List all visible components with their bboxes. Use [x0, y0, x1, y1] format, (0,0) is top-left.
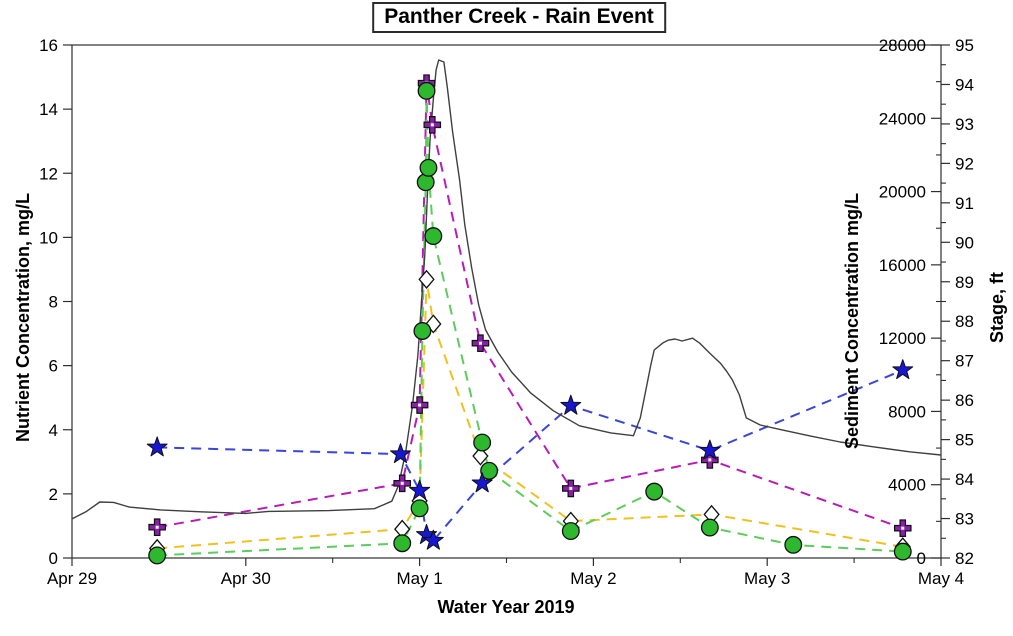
x-tick-label: Apr 29	[47, 569, 97, 588]
sediment-tick-label: 12000	[879, 329, 926, 348]
dashed-line	[157, 369, 904, 543]
stage-tick-label: 91	[955, 194, 974, 213]
stage-tick-label: 87	[955, 352, 974, 371]
nutrient-tick-label: 16	[39, 36, 58, 55]
x-tick-label: Apr 30	[221, 569, 271, 588]
green-circle-marker	[416, 173, 435, 192]
stage-tick-label: 89	[955, 273, 974, 292]
plot-frame	[71, 44, 942, 559]
stage-axis-title: Stage, ft	[987, 271, 1007, 343]
cross-center-dot	[155, 525, 159, 529]
series-line-green-circles	[157, 90, 903, 557]
stage-tick-label: 82	[955, 549, 974, 568]
x-tick-label: May 3	[744, 569, 790, 588]
nutrient-tick-label: 2	[49, 485, 58, 504]
sediment-axis: 0 4000 8000 12000 16000 20000 24000 28000	[879, 36, 941, 568]
sediment-axis-title: Sediment Concentration mg/L	[842, 192, 862, 449]
nutrient-tick-label: 8	[49, 293, 58, 312]
chart-title: Panther Creek - Rain Event	[372, 2, 666, 33]
stage-tick-label: 90	[955, 233, 974, 252]
green-circle-marker	[700, 518, 719, 537]
stage-tick-label: 88	[955, 312, 974, 331]
cross-center-dot	[418, 403, 422, 407]
stage-tick-label: 85	[955, 431, 974, 450]
sediment-tick-label: 16000	[879, 256, 926, 275]
green-circle-marker	[393, 534, 412, 553]
blue-star-marker	[471, 472, 493, 493]
green-circle-marker	[645, 482, 664, 501]
stage-tick-label: 86	[955, 391, 974, 410]
nutrient-axis: 0 2 4 6 8 10 12 14 16	[39, 36, 72, 568]
cross-center-dot	[569, 486, 573, 490]
stage-tick-label: 92	[955, 154, 974, 173]
cross-center-dot	[400, 481, 404, 485]
blue-star-marker	[146, 436, 168, 457]
green-circle-marker	[784, 535, 803, 554]
nutrient-tick-label: 6	[49, 357, 58, 376]
series-markers-green-circles	[148, 81, 912, 565]
blue-star-marker	[560, 394, 582, 415]
blue-star-marker	[409, 479, 431, 500]
nutrient-tick-label: 12	[39, 164, 58, 183]
series-stage-line	[71, 59, 942, 520]
sediment-tick-label: 20000	[879, 183, 926, 202]
x-tick-label: May 4	[918, 569, 964, 588]
sediment-tick-label: 4000	[888, 476, 926, 495]
stage-tick-label: 84	[955, 470, 974, 489]
dashed-line	[157, 83, 904, 530]
dashed-line	[157, 279, 903, 550]
stage-tick-label: 83	[955, 510, 974, 529]
x-axis: Apr 29 Apr 30 May 1 May 2 May 3 May 4	[47, 558, 964, 588]
nutrient-tick-label: 10	[39, 228, 58, 247]
x-axis-title: Water Year 2019	[437, 597, 575, 617]
sediment-tick-label: 0	[917, 549, 926, 568]
series-line-white-diamonds	[157, 279, 903, 550]
green-circle-marker	[419, 158, 438, 177]
green-circle-marker	[561, 522, 580, 541]
nutrient-tick-label: 0	[49, 549, 58, 568]
series-markers-blue-stars	[146, 359, 914, 550]
nutrient-tick-label: 4	[49, 421, 58, 440]
green-circle-marker	[417, 81, 436, 100]
nutrient-axis-title: Nutrient Concentration, mg/L	[13, 193, 33, 442]
series-line-purple-crosses	[157, 83, 904, 530]
green-circle-marker	[148, 546, 167, 565]
blue-star-marker	[699, 439, 721, 460]
white-diamond-marker	[418, 269, 435, 289]
sediment-tick-label: 24000	[879, 109, 926, 128]
cross-center-dot	[430, 123, 434, 127]
dashed-line	[157, 90, 903, 557]
x-tick-label: May 2	[570, 569, 616, 588]
x-tick-label: May 1	[396, 569, 442, 588]
green-circle-marker	[424, 227, 443, 246]
blue-star-marker	[390, 443, 411, 464]
stage-tick-label: 94	[955, 75, 974, 94]
stage-axis: 82 83 84 85 86 87 88 89 90 91 92 93 94 95	[941, 36, 974, 568]
nutrient-tick-label: 14	[39, 100, 58, 119]
cross-center-dot	[478, 341, 482, 345]
green-circle-marker	[413, 322, 432, 340]
green-circle-marker	[410, 499, 429, 518]
blue-star-marker	[422, 529, 444, 550]
series-markers-purple-crosses	[148, 74, 912, 537]
green-circle-marker	[473, 433, 492, 452]
series-line-blue-stars	[157, 369, 904, 543]
green-circle-marker	[893, 542, 912, 561]
blue-star-marker	[892, 359, 914, 380]
cross-center-dot	[708, 458, 712, 462]
sediment-tick-label: 28000	[879, 36, 926, 55]
stage-tick-label: 95	[955, 36, 974, 55]
green-circle-marker	[480, 461, 499, 480]
stage-tick-label: 93	[955, 115, 974, 134]
sediment-tick-label: 8000	[888, 402, 926, 421]
stage-polyline	[71, 59, 942, 520]
white-diamond-marker	[472, 446, 489, 466]
white-diamond-marker	[425, 314, 442, 334]
cross-center-dot	[901, 526, 905, 530]
